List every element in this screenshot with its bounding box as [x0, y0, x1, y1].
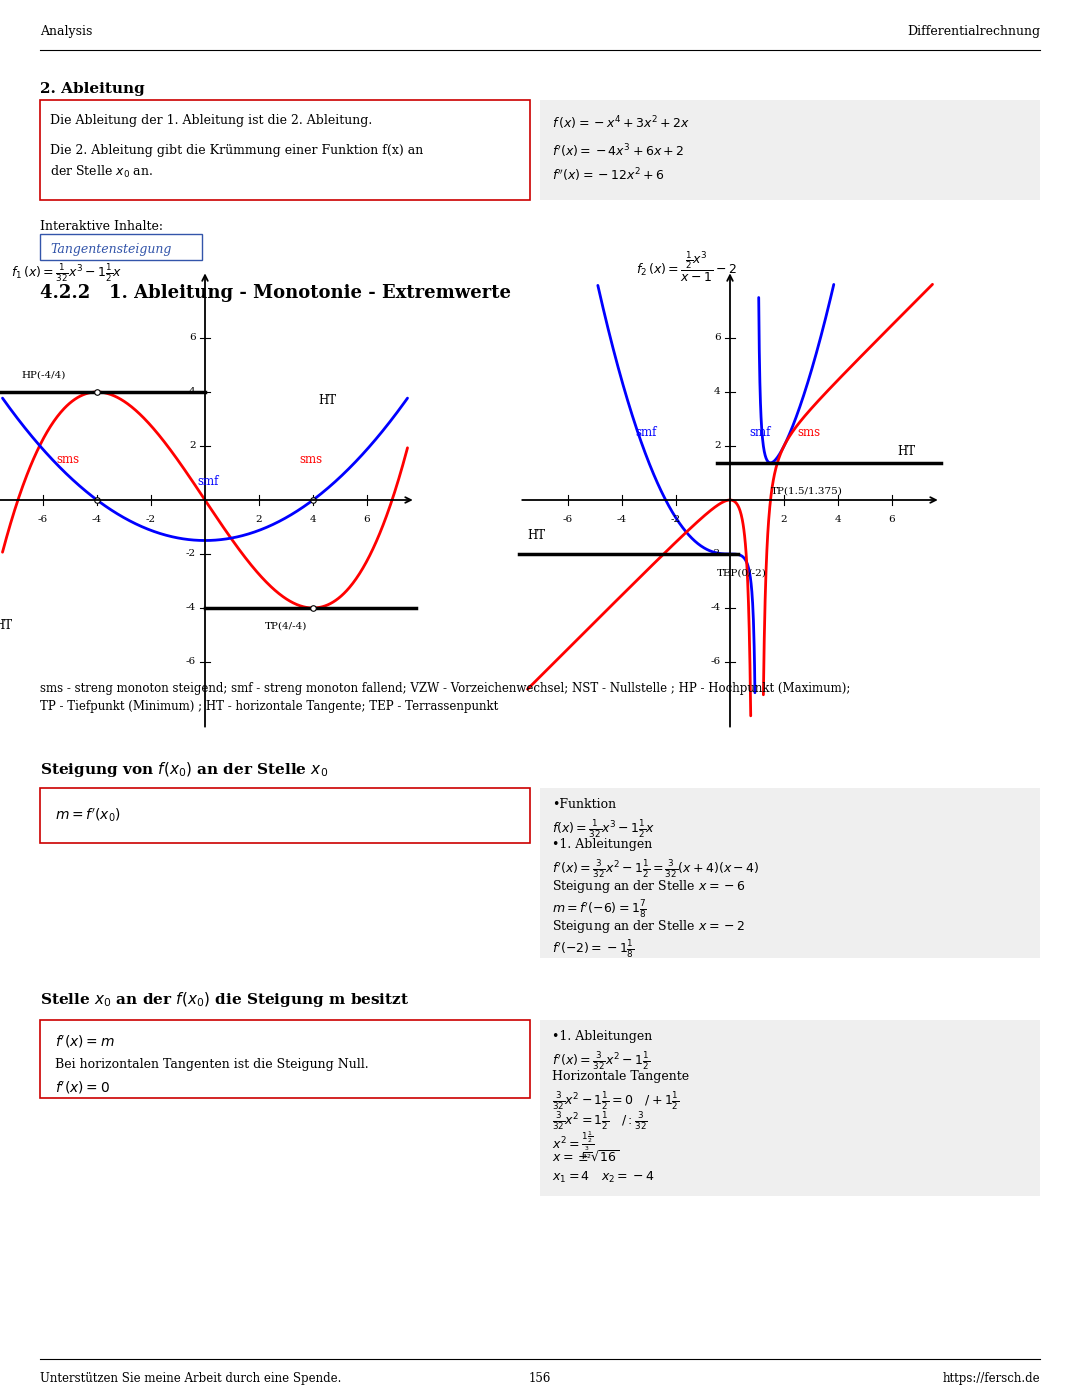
- Text: 4.2.2   1. Ableitung - Monotonie - Extremwerte: 4.2.2 1. Ableitung - Monotonie - Extremw…: [40, 284, 511, 302]
- Text: Horizontale Tangente: Horizontale Tangente: [552, 1070, 689, 1083]
- Text: Die 2. Ableitung gibt die Krümmung einer Funktion f(x) an: Die 2. Ableitung gibt die Krümmung einer…: [50, 144, 423, 156]
- Text: 4: 4: [189, 387, 195, 397]
- Text: 2. Ableitung: 2. Ableitung: [40, 82, 145, 96]
- Text: -6: -6: [711, 658, 720, 666]
- Text: -4: -4: [92, 515, 103, 524]
- Text: Tangentensteigung: Tangentensteigung: [50, 243, 172, 256]
- Text: $f'(x) = 0$: $f'(x) = 0$: [55, 1080, 110, 1097]
- Text: smf: smf: [748, 426, 770, 439]
- Text: $f''(x) = -12x^2 + 6$: $f''(x) = -12x^2 + 6$: [552, 166, 664, 183]
- Text: TEP(0/-2): TEP(0/-2): [716, 569, 767, 578]
- Text: HT: HT: [0, 619, 13, 631]
- Text: Interaktive Inhalte:: Interaktive Inhalte:: [40, 219, 163, 233]
- Text: TP(4/-4): TP(4/-4): [265, 622, 307, 630]
- Text: $f'(x) = -4x^3 + 6x + 2$: $f'(x) = -4x^3 + 6x + 2$: [552, 142, 685, 159]
- Text: $m = f'(x_0)$: $m = f'(x_0)$: [55, 806, 121, 824]
- Text: sms - streng monoton steigend; smf - streng monoton fallend; VZW - Vorzeichenwec: sms - streng monoton steigend; smf - str…: [40, 682, 850, 694]
- FancyBboxPatch shape: [40, 1020, 530, 1098]
- Text: 2: 2: [781, 515, 787, 524]
- Text: -6: -6: [186, 658, 195, 666]
- Text: $f_2\,(x) = \dfrac{\frac{1}{2}x^3}{x-1} - 2$: $f_2\,(x) = \dfrac{\frac{1}{2}x^3}{x-1} …: [635, 249, 737, 284]
- Text: 4: 4: [310, 515, 316, 524]
- Text: $f_1\,(x) = \frac{1}{32}x^3 - 1\frac{1}{2}x$: $f_1\,(x) = \frac{1}{32}x^3 - 1\frac{1}{…: [11, 263, 122, 284]
- Text: 156: 156: [529, 1372, 551, 1384]
- Text: Stelle $x_0$ an der $f(x_0)$ die Steigung m besitzt: Stelle $x_0$ an der $f(x_0)$ die Steigun…: [40, 990, 409, 1009]
- Text: HT: HT: [319, 394, 337, 407]
- Text: $f'(x) = m$: $f'(x) = m$: [55, 1034, 114, 1051]
- Text: der Stelle $x_0$ an.: der Stelle $x_0$ an.: [50, 163, 153, 180]
- Text: Unterstützen Sie meine Arbeit durch eine Spende.: Unterstützen Sie meine Arbeit durch eine…: [40, 1372, 341, 1384]
- Text: $\frac{3}{32}x^2 - 1\frac{1}{2} = 0 \quad / + 1\frac{1}{2}$: $\frac{3}{32}x^2 - 1\frac{1}{2} = 0 \qua…: [552, 1090, 679, 1112]
- Text: Steigung an der Stelle $x = -2$: Steigung an der Stelle $x = -2$: [552, 918, 745, 935]
- Text: •1. Ableitungen: •1. Ableitungen: [552, 838, 652, 851]
- Text: -2: -2: [186, 549, 195, 559]
- Text: Die Ableitung der 1. Ableitung ist die 2. Ableitung.: Die Ableitung der 1. Ableitung ist die 2…: [50, 115, 373, 127]
- Text: -6: -6: [563, 515, 573, 524]
- Text: 6: 6: [189, 334, 195, 342]
- Text: $m = f'(-6) = 1\frac{7}{8}$: $m = f'(-6) = 1\frac{7}{8}$: [552, 898, 647, 919]
- Text: Bei horizontalen Tangenten ist die Steigung Null.: Bei horizontalen Tangenten ist die Steig…: [55, 1058, 368, 1071]
- Text: sms: sms: [299, 453, 323, 467]
- Text: 6: 6: [364, 515, 370, 524]
- Text: -4: -4: [617, 515, 627, 524]
- Text: Steigung an der Stelle $x = -6$: Steigung an der Stelle $x = -6$: [552, 877, 745, 895]
- Text: $f\,(x) = -x^4 + 3x^2 + 2x$: $f\,(x) = -x^4 + 3x^2 + 2x$: [552, 115, 690, 131]
- FancyBboxPatch shape: [40, 788, 530, 842]
- Text: sms: sms: [797, 426, 821, 439]
- Text: -4: -4: [711, 604, 720, 612]
- Text: HP(-4/4): HP(-4/4): [22, 370, 66, 380]
- Text: 2: 2: [256, 515, 262, 524]
- Text: $f'(x) = \frac{3}{32}x^2 - 1\frac{1}{2} = \frac{3}{32}(x+4)(x-4)$: $f'(x) = \frac{3}{32}x^2 - 1\frac{1}{2} …: [552, 858, 759, 880]
- FancyBboxPatch shape: [540, 1020, 1040, 1196]
- Text: smf: smf: [197, 475, 218, 488]
- Text: Analysis: Analysis: [40, 25, 93, 38]
- Text: $f'(x) = \frac{3}{32}x^2 - 1\frac{1}{2}$: $f'(x) = \frac{3}{32}x^2 - 1\frac{1}{2}$: [552, 1051, 650, 1071]
- Text: -4: -4: [186, 604, 195, 612]
- Text: -2: -2: [711, 549, 720, 559]
- Text: $x^2 = \frac{1\frac{1}{2}}{\frac{3}{32}}$: $x^2 = \frac{1\frac{1}{2}}{\frac{3}{32}}…: [552, 1130, 594, 1161]
- Text: smf: smf: [635, 426, 657, 439]
- Text: -2: -2: [146, 515, 157, 524]
- Text: 6: 6: [714, 334, 720, 342]
- FancyBboxPatch shape: [40, 101, 530, 200]
- Text: sms: sms: [56, 453, 80, 467]
- FancyBboxPatch shape: [540, 101, 1040, 200]
- Text: Steigung von $f(x_0)$ an der Stelle $x_0$: Steigung von $f(x_0)$ an der Stelle $x_0…: [40, 760, 328, 780]
- Text: HT: HT: [897, 444, 916, 458]
- Text: $x = \pm\sqrt{16}$: $x = \pm\sqrt{16}$: [552, 1150, 620, 1165]
- FancyBboxPatch shape: [40, 235, 202, 260]
- Text: TP(1.5/1.375): TP(1.5/1.375): [770, 486, 842, 496]
- Text: -6: -6: [38, 515, 49, 524]
- Text: $x_1 = 4 \quad x_2 = -4$: $x_1 = 4 \quad x_2 = -4$: [552, 1171, 654, 1185]
- Text: -2: -2: [671, 515, 681, 524]
- Text: 2: 2: [189, 441, 195, 450]
- Text: Differentialrechnung: Differentialrechnung: [907, 25, 1040, 38]
- Text: 2: 2: [714, 441, 720, 450]
- Text: 4: 4: [835, 515, 841, 524]
- Text: 4: 4: [714, 387, 720, 397]
- Text: 6: 6: [889, 515, 895, 524]
- FancyBboxPatch shape: [540, 788, 1040, 958]
- Text: https://fersch.de: https://fersch.de: [943, 1372, 1040, 1384]
- Text: TP - Tiefpunkt (Minimum) ; HT - horizontale Tangente; TEP - Terrassenpunkt: TP - Tiefpunkt (Minimum) ; HT - horizont…: [40, 700, 498, 712]
- Text: HT: HT: [527, 529, 545, 542]
- Text: •1. Ableitungen: •1. Ableitungen: [552, 1030, 652, 1044]
- Text: $\frac{3}{32}x^2 = 1\frac{1}{2} \quad / : \frac{3}{32}$: $\frac{3}{32}x^2 = 1\frac{1}{2} \quad / …: [552, 1111, 648, 1132]
- Text: $f'(-2) = -1\frac{1}{8}$: $f'(-2) = -1\frac{1}{8}$: [552, 937, 635, 960]
- Text: •Funktion: •Funktion: [552, 798, 616, 812]
- Text: $f(x) = \frac{1}{32}x^3 - 1\frac{1}{2}x$: $f(x) = \frac{1}{32}x^3 - 1\frac{1}{2}x$: [552, 819, 656, 840]
